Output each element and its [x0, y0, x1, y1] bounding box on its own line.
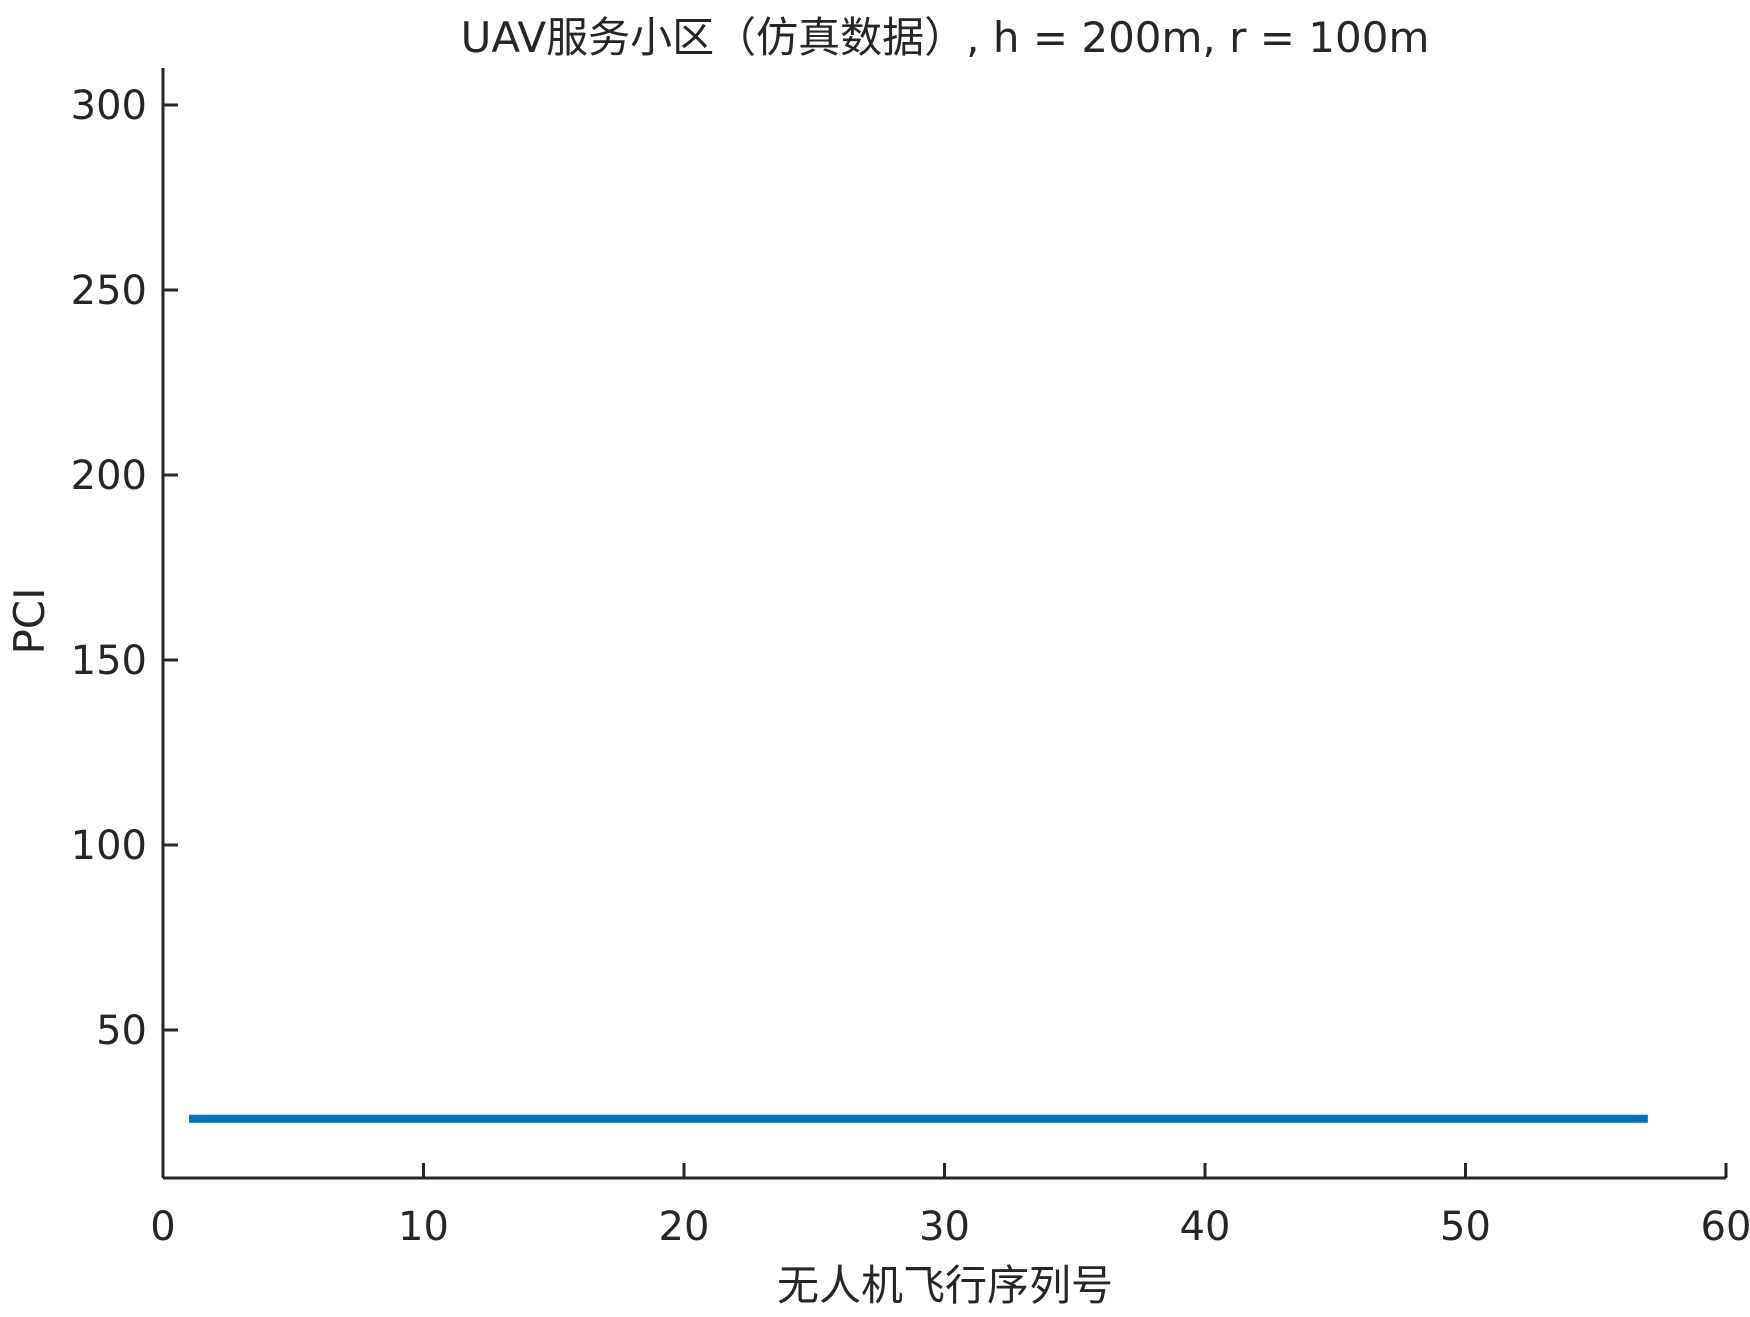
x-tick-label: 10: [398, 1204, 449, 1250]
y-axis-label: PCI: [5, 587, 54, 654]
y-tick-label: 250: [71, 268, 147, 314]
x-axis-label: 无人机飞行序列号: [777, 1261, 1113, 1310]
x-tick-label: 20: [659, 1204, 710, 1250]
y-tick-label: 100: [71, 823, 147, 869]
x-tick-label: 50: [1440, 1204, 1491, 1250]
y-tick-label: 300: [71, 83, 147, 129]
x-tick-label: 40: [1180, 1204, 1231, 1250]
axes: 0 10 20 30 40 50 60 50 100 150 200 250 300: [71, 68, 1750, 1250]
y-tick-label: 50: [96, 1008, 147, 1054]
x-tick-label: 60: [1701, 1204, 1750, 1250]
x-tick-label: 30: [919, 1204, 970, 1250]
y-tick-label: 150: [71, 638, 147, 684]
y-tick-label: 200: [71, 453, 147, 499]
chart-title: UAV服务小区（仿真数据）, h = 200m, r = 100m: [461, 13, 1430, 62]
x-tick-label: 0: [150, 1204, 175, 1250]
